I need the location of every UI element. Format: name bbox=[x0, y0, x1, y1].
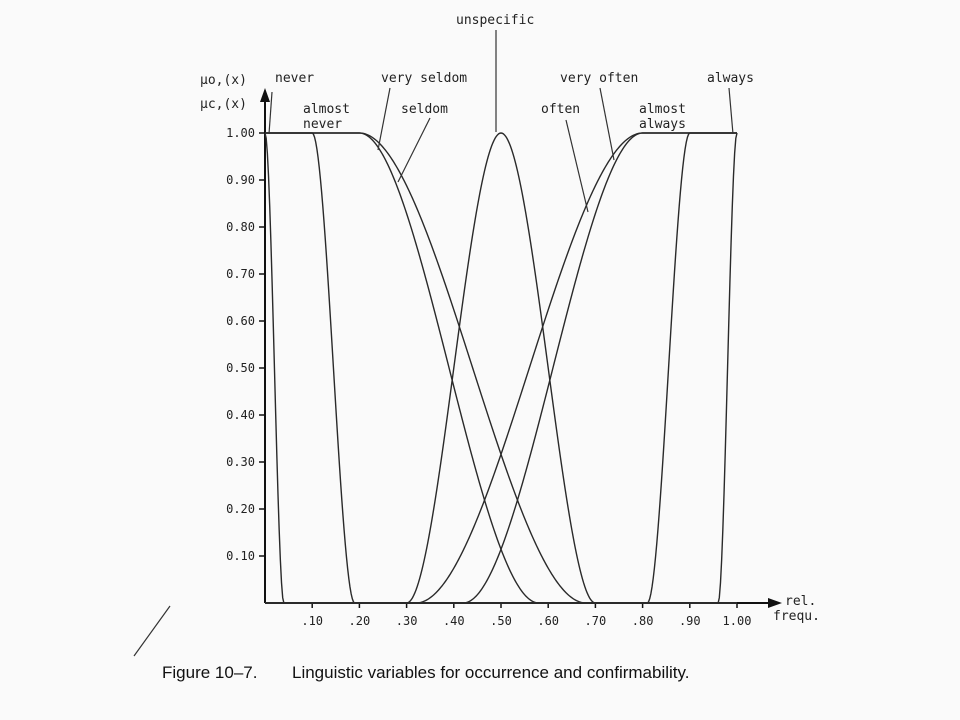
label-never: never bbox=[275, 71, 314, 86]
leader-always bbox=[728, 87, 734, 135]
leader-very-often bbox=[599, 87, 615, 161]
curve-very-seldom bbox=[265, 132, 737, 604]
leader-seldom bbox=[397, 117, 431, 183]
y-tick-label: 0.40 bbox=[226, 408, 255, 422]
label-almost-never-line1: almost bbox=[303, 102, 350, 117]
x-tick-label: .30 bbox=[396, 614, 418, 628]
y-ticks: 1.00 0.90 0.80 0.70 0.60 0.50 0.40 0.30 0.20 0.10 bbox=[226, 126, 265, 563]
x-tick-label: .80 bbox=[632, 614, 654, 628]
label-almost-never-line2: never bbox=[303, 117, 342, 132]
x-axis-label-line1: rel. bbox=[785, 594, 816, 609]
label-unspecific: unspecific bbox=[456, 13, 534, 28]
y-axis-label-confirmability: μc,(x) bbox=[200, 97, 247, 112]
curve-almost-never bbox=[265, 132, 737, 604]
curve-often bbox=[265, 132, 737, 604]
x-tick-label: .90 bbox=[679, 614, 701, 628]
x-tick-label: .50 bbox=[490, 614, 512, 628]
y-tick-label: 0.50 bbox=[226, 361, 255, 375]
label-almost-always-line1: almost bbox=[639, 102, 686, 117]
curve-always bbox=[265, 132, 738, 604]
y-tick-label: 0.10 bbox=[226, 549, 255, 563]
y-tick-label: 0.60 bbox=[226, 314, 255, 328]
leader-very-seldom bbox=[377, 87, 391, 151]
x-tick-label: .60 bbox=[537, 614, 559, 628]
curve-very-often bbox=[265, 132, 737, 604]
y-tick-label: 0.90 bbox=[226, 173, 255, 187]
leader-never bbox=[268, 91, 273, 135]
figure-number: Figure 10–7. bbox=[162, 663, 257, 682]
curve-seldom bbox=[265, 132, 737, 604]
curve-never bbox=[264, 132, 737, 604]
x-axis-arrow bbox=[768, 598, 782, 608]
y-tick-label: 0.30 bbox=[226, 455, 255, 469]
membership-curves bbox=[264, 132, 738, 604]
x-tick-label: .20 bbox=[349, 614, 371, 628]
x-tick-label: 1.00 bbox=[723, 614, 752, 628]
y-tick-label: 0.70 bbox=[226, 267, 255, 281]
x-tick-label: .70 bbox=[585, 614, 607, 628]
curve-almost-always bbox=[265, 132, 737, 604]
x-tick-label: .10 bbox=[301, 614, 323, 628]
label-often: often bbox=[541, 102, 580, 117]
x-ticks: .10 .20 .30 .40 .50 .60 .70 .80 .90 1.00 bbox=[301, 603, 751, 628]
label-seldom: seldom bbox=[401, 102, 448, 117]
y-tick-label: 1.00 bbox=[226, 126, 255, 140]
pen-mark bbox=[133, 605, 171, 657]
y-axis-label-occurrence: μo,(x) bbox=[200, 73, 247, 88]
x-tick-label: .40 bbox=[443, 614, 465, 628]
y-axis-arrow bbox=[260, 88, 270, 102]
leader-often bbox=[565, 119, 589, 213]
figure-caption: Linguistic variables for occurrence and … bbox=[292, 663, 689, 682]
label-always: always bbox=[707, 71, 754, 86]
label-very-often: very often bbox=[560, 71, 638, 86]
y-tick-label: 0.80 bbox=[226, 220, 255, 234]
y-tick-label: 0.20 bbox=[226, 502, 255, 516]
curve-unspecific bbox=[265, 132, 737, 604]
label-almost-always-line2: always bbox=[639, 117, 686, 132]
x-axis-label-line2: frequ. bbox=[773, 609, 820, 624]
label-very-seldom: very seldom bbox=[381, 71, 467, 86]
